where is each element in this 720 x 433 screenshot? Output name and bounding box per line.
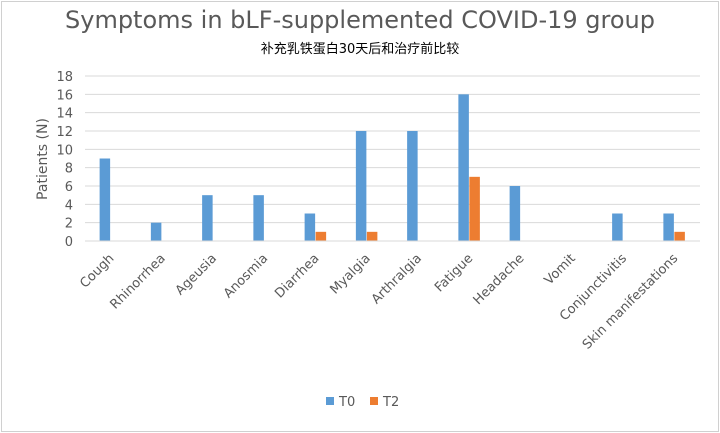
legend-swatch-t0 [326, 397, 334, 405]
bar-t2-diarrhea [315, 231, 327, 241]
y-tick-label: 4 [65, 198, 73, 213]
y-tick-label: 10 [56, 143, 73, 158]
legend-label-t2: T2 [382, 395, 399, 410]
bar-t0-conjunctivitis [612, 213, 623, 241]
legend: T0 T2 [326, 395, 399, 410]
chart-subtitle: 补充乳铁蛋白30天后和治疗前比较 [260, 42, 460, 57]
x-tick-label: Ageusia [173, 251, 220, 298]
bar-t0-headache [509, 186, 521, 241]
x-tick-label: Fatigue [432, 251, 476, 295]
y-tick-label: 14 [56, 107, 73, 122]
y-tick-label: 18 [56, 70, 73, 85]
y-tick-label: 0 [65, 235, 73, 250]
x-tick-label: Rhinorrhea [108, 251, 169, 312]
y-axis-label: Patients (N) [35, 118, 51, 200]
x-tick-label: Myalgia [328, 251, 374, 297]
y-tick-label: 2 [65, 217, 73, 232]
gridlines [85, 75, 700, 224]
y-tick-label: 8 [65, 162, 73, 177]
bar-t0-arthralgia [407, 131, 418, 241]
bar-t2-myalgia [366, 231, 378, 241]
bar-t0-cough [99, 158, 111, 241]
bar-t0-rhinorrhea [150, 222, 162, 241]
legend-label-t0: T0 [338, 395, 355, 410]
bar-t0-fatigue [458, 94, 469, 241]
x-tick-label: Vomit [542, 251, 579, 288]
legend-swatch-t2 [370, 397, 378, 405]
bar-t0-skin-manifestations [663, 213, 674, 241]
y-tick-labels: 0 2 4 6 8 10 12 14 16 18 [56, 70, 73, 250]
y-tick-label: 6 [65, 180, 73, 195]
x-tick-label: Arthralgia [369, 251, 425, 307]
chart-title: Symptoms in bLF-supplemented COVID-19 gr… [65, 6, 655, 34]
bar-t0-diarrhea [304, 213, 316, 241]
y-tick-label: 12 [56, 125, 73, 140]
y-tick-label: 16 [56, 88, 73, 103]
x-tick-label: Cough [77, 251, 117, 291]
x-tick-label: Headache [471, 251, 528, 308]
x-tick-label: Diarrhea [272, 251, 322, 301]
bars [99, 94, 685, 241]
bar-t2-skin-manifestations [674, 231, 685, 241]
bar-t0-anosmia [253, 195, 264, 241]
bar-t0-myalgia [355, 131, 367, 241]
bar-t0-ageusia [202, 195, 213, 241]
x-tick-label: Skin manifestations [580, 251, 682, 353]
x-tick-label: Anosmia [221, 251, 271, 301]
bar-t2-fatigue [469, 176, 480, 241]
